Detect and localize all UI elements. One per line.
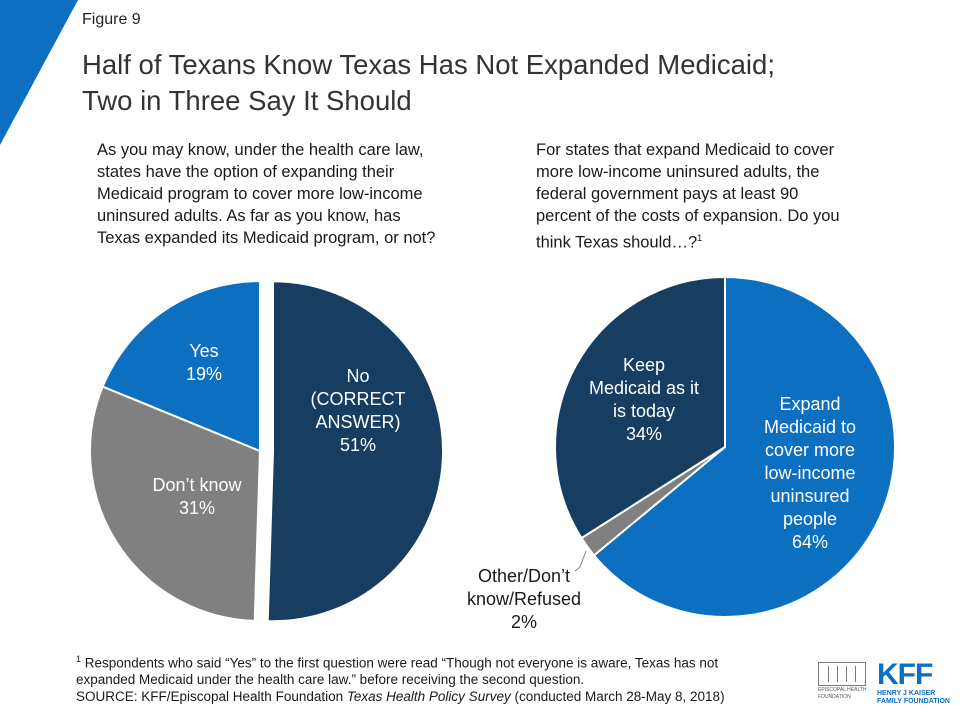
ehf-logo-mark <box>818 662 866 686</box>
pie-slice <box>89 385 262 622</box>
slice-label-line: know/Refused <box>467 589 581 609</box>
kff-logo-mark: KFF <box>877 658 933 691</box>
footnote-marker: 1 <box>697 233 703 243</box>
pie-slice <box>101 279 261 453</box>
corner-accent-triangle <box>0 0 78 145</box>
ehf-logo: EPISCOPAL HEALTH FOUNDATION <box>818 662 868 700</box>
slice-label-line: Other/Don’t <box>478 566 570 586</box>
slice-label: Keep Medicaid as it is today 34% <box>589 355 699 444</box>
figure-label: Figure 9 <box>82 11 141 28</box>
kff-logo-text-2: FAMILY FOUNDATION <box>877 698 950 705</box>
question-right-line-text: think Texas should…? <box>536 233 698 252</box>
source-line: SOURCE: KFF/Episcopal Health Foundation … <box>76 689 725 706</box>
slice-label-line: low-income <box>764 463 855 483</box>
slice-label-line: ANSWER) <box>316 412 401 432</box>
source-prefix: SOURCE: KFF/Episcopal Health Foundation <box>76 688 347 704</box>
slice-label-line: Yes <box>189 341 218 361</box>
slice-label-line: (CORRECT <box>311 389 406 409</box>
kff-logo-text-1: HENRY J KAISER <box>877 690 936 697</box>
slice-label-line: Expand <box>779 394 840 414</box>
question-right-line: think Texas should…?1 <box>536 227 840 254</box>
footnote-marker: 1 <box>76 654 82 664</box>
kff-logo: KFF HENRY J KAISER FAMILY FOUNDATION <box>877 658 950 706</box>
ehf-logo-text-1: EPISCOPAL HEALTH <box>818 687 867 693</box>
slice-label-line: people <box>783 509 837 529</box>
slice-label-line: 2% <box>511 612 537 632</box>
pie-slice <box>266 280 444 623</box>
ehf-logo-text-2: FOUNDATION <box>818 694 851 700</box>
slice-label-line: Keep <box>623 355 665 375</box>
slice-label: No (CORRECT ANSWER) 51% <box>311 366 406 455</box>
title-line-2: Two in Three Say It Should <box>82 85 412 116</box>
question-left-line: As you may know, under the health care l… <box>97 141 424 159</box>
chart-title: Half of Texans Know Texas Has Not Expand… <box>82 47 942 119</box>
leader-line <box>574 550 587 572</box>
question-right-line: federal government pays at least 90 <box>536 185 799 203</box>
footnote-line-1: 1 Respondents who said “Yes” to the firs… <box>76 651 725 672</box>
title-line-1: Half of Texans Know Texas Has Not Expand… <box>82 49 775 80</box>
footnote-text-1: Respondents who said “Yes” to the first … <box>81 655 719 671</box>
slice-label-line: 19% <box>186 364 222 384</box>
footnote-line-2: expanded Medicaid under the health care … <box>76 672 585 687</box>
slice-label-line: 34% <box>626 424 662 444</box>
question-right: For states that expand Medicaid to cover… <box>536 139 840 254</box>
pie-slice <box>553 275 726 540</box>
source-survey-name: Texas Health Policy Survey <box>346 688 511 704</box>
slice-label-line: No <box>346 366 369 386</box>
question-right-line: percent of the costs of expansion. Do yo… <box>536 207 840 225</box>
slice-label-line: 64% <box>792 532 828 552</box>
question-right-line: more low-income uninsured adults, the <box>536 163 820 181</box>
question-left: As you may know, under the health care l… <box>97 139 435 249</box>
question-left-line: states have the option of expanding thei… <box>97 163 395 181</box>
question-right-line: For states that expand Medicaid to cover <box>536 141 835 159</box>
slice-label: Yes 19% <box>186 341 222 384</box>
slice-label-line: cover more <box>765 440 855 460</box>
slice-label-line: 31% <box>179 498 215 518</box>
question-left-line: Medicaid program to cover more low-incom… <box>97 185 423 203</box>
slice-label-line: uninsured <box>770 486 849 506</box>
source-suffix: (conducted March 28-May 8, 2018) <box>510 688 725 704</box>
slice-label: Other/Don’t know/Refused 2% <box>467 566 581 632</box>
pie-slice <box>592 275 896 618</box>
slice-label: Expand Medicaid to cover more low-income uni… <box>764 394 856 552</box>
slice-label-line: Medicaid as it <box>589 378 699 398</box>
slice-label: Don’t know 31% <box>152 475 242 518</box>
slice-label-line: Medicaid to <box>764 417 856 437</box>
footnote: 1 Respondents who said “Yes” to the firs… <box>76 651 725 705</box>
question-left-line: Texas expanded its Medicaid program, or … <box>97 229 436 247</box>
question-left-line: uninsured adults. As far as you know, ha… <box>97 207 401 225</box>
slice-label-line: Don’t know <box>152 475 242 495</box>
slice-label-line: is today <box>613 401 675 421</box>
slice-label-line: 51% <box>340 435 376 455</box>
